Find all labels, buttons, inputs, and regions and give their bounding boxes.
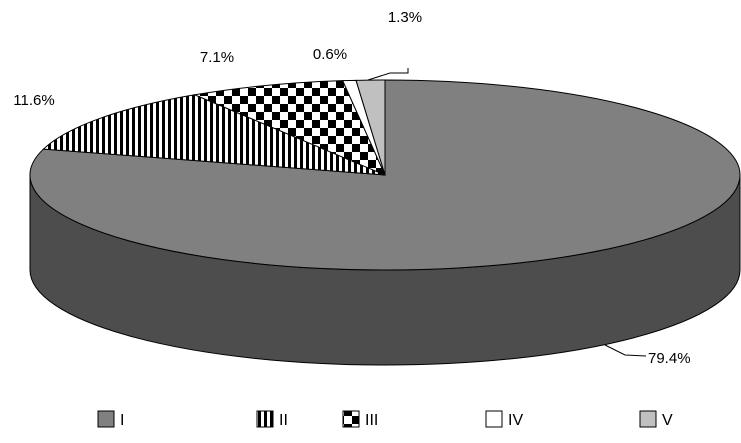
pie-top-slices (29, 79, 741, 271)
data-label-iv: 0.6% (313, 46, 347, 63)
legend-label-iii: III (365, 412, 378, 429)
legend-label-ii: II (279, 412, 288, 429)
legend: I II III IV V (97, 410, 673, 429)
data-label-v: 1.3% (388, 9, 422, 26)
leader-line-i (604, 344, 647, 357)
legend-swatch-i (97, 410, 115, 428)
legend-swatch-v (639, 410, 657, 428)
data-label-i: 79.4% (648, 350, 691, 367)
data-labels: 79.4% 11.6% 7.1% 0.6% 1.3% (13, 9, 690, 367)
slice-v (355, 79, 386, 176)
legend-label-iv: IV (508, 412, 523, 429)
data-label-iii: 7.1% (200, 49, 234, 66)
data-label-ii: 11.6% (13, 92, 54, 109)
legend-swatch-iv (485, 410, 503, 428)
legend-swatch-ii (256, 410, 274, 428)
slice-ii (42, 94, 386, 176)
slice-iii (193, 80, 386, 176)
leader-line-v (367, 68, 409, 81)
legend-swatch-iii (342, 410, 360, 428)
legend-label-i: I (120, 412, 124, 429)
legend-label-v: V (662, 412, 673, 429)
